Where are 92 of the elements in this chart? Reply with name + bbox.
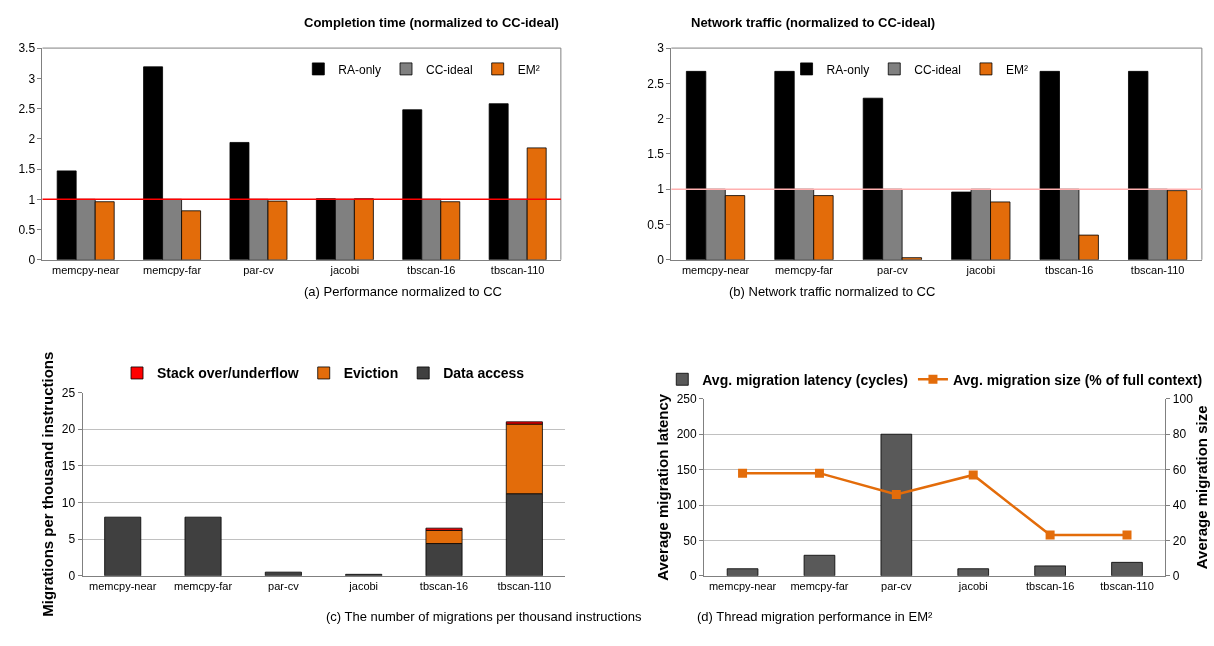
x-tick-label: memcpy-far xyxy=(143,264,202,276)
x-tick-label: memcpy-near xyxy=(89,580,157,592)
bar xyxy=(264,571,302,576)
x-tick-label: memcpy-near xyxy=(681,264,750,276)
bar xyxy=(726,568,759,576)
x-tick-label: par-cv xyxy=(268,580,300,592)
x-tick-label: memcpy-far xyxy=(790,580,849,592)
legend-label: Stack over/underflow xyxy=(157,365,299,382)
point xyxy=(1122,530,1132,540)
y-tick-label: 3 xyxy=(657,41,665,56)
bar xyxy=(1111,561,1143,576)
x-tick-label: par-cv xyxy=(243,264,275,276)
y-tick-label: 0.5 xyxy=(647,217,665,232)
legend-label: Data access xyxy=(443,365,525,382)
y-tick-label: 1.5 xyxy=(18,162,36,177)
y-tick-label: 150 xyxy=(676,462,698,477)
y-tick-label: 0.5 xyxy=(18,222,36,237)
point xyxy=(1045,530,1055,540)
legend-label: RA-only xyxy=(826,62,870,77)
y-tick-label: 2.5 xyxy=(18,101,36,116)
y-tick-label: 15 xyxy=(61,459,76,474)
y-tick-label: 2 xyxy=(28,132,36,147)
x-tick-label: par-cv xyxy=(881,580,913,592)
y-tick-label: 3.5 xyxy=(18,41,36,56)
bar xyxy=(184,516,222,576)
y-tick-label: 0 xyxy=(28,253,36,267)
bar xyxy=(104,516,142,576)
bar xyxy=(803,554,836,576)
bar xyxy=(1034,565,1066,576)
point xyxy=(891,489,901,499)
y2-tick-label: 60 xyxy=(1172,462,1187,477)
y2-tick-label: 80 xyxy=(1172,427,1187,442)
y2-tick-label: 20 xyxy=(1172,533,1187,548)
x-tick-label: tbscan-16 xyxy=(419,580,469,592)
legend-label: EM² xyxy=(1005,62,1028,77)
legend-label: Avg. migration latency (cycles) xyxy=(702,371,908,388)
text: (b) Network traffic normalized to CC xyxy=(729,284,936,299)
y-tick-label: 0 xyxy=(657,253,665,267)
y-tick-label: 5 xyxy=(68,532,76,547)
x-tick-label: tbscan-16 xyxy=(1045,264,1094,276)
legend-label: RA-only xyxy=(338,62,381,77)
x-tick-label: memcpy-near xyxy=(52,264,120,276)
y-tick-label: 1.5 xyxy=(647,147,665,162)
chart-title: Network traffic (normalized to CC-ideal) xyxy=(691,15,936,30)
legend-label: CC-ideal xyxy=(914,62,961,77)
y-tick-label: 1 xyxy=(657,182,665,197)
text: (d) Thread migration performance in EM² xyxy=(697,609,933,624)
y-tick-label: 0 xyxy=(690,569,698,583)
x-tick-label: jacobi xyxy=(329,264,360,276)
text: (a) Performance normalized to CC xyxy=(304,284,502,299)
x-tick-label: memcpy-far xyxy=(174,580,233,592)
y-tick-label: 20 xyxy=(61,422,76,437)
legend-label: CC-ideal xyxy=(426,62,473,77)
point xyxy=(738,468,748,478)
y-axis-title: Average migration latency xyxy=(653,393,671,581)
y-tick-label: 250 xyxy=(676,392,698,407)
text: (c) The number of migrations per thousand instructions xyxy=(326,609,643,624)
x-tick-label: jacobi xyxy=(965,264,996,276)
x-tick-label: jacobi xyxy=(348,580,379,592)
point xyxy=(814,468,824,478)
y2-tick-label: 0 xyxy=(1172,569,1180,583)
y-tick-label: 100 xyxy=(676,498,698,513)
legend-label: EM² xyxy=(517,62,540,77)
bar xyxy=(880,433,913,576)
x-tick-label: tbscan-110 xyxy=(1130,264,1185,276)
x-tick-label: jacobi xyxy=(957,580,988,592)
y-tick-label: 25 xyxy=(61,385,76,400)
y-tick-label: 1 xyxy=(28,192,36,207)
x-tick-label: par-cv xyxy=(877,264,909,276)
point xyxy=(968,470,978,480)
y2-tick-label: 40 xyxy=(1172,498,1187,513)
x-tick-label: tbscan-110 xyxy=(490,264,545,276)
x-tick-label: tbscan-16 xyxy=(1025,580,1075,592)
y-tick-label: 50 xyxy=(683,533,698,548)
bar xyxy=(957,568,989,576)
x-tick-label: tbscan-110 xyxy=(1100,580,1154,592)
y-tick-label: 0 xyxy=(68,569,76,583)
x-tick-label: memcpy-far xyxy=(774,264,834,276)
chart-title: Completion time (normalized to CC-ideal) xyxy=(304,15,559,30)
y-axis-title: Migrations per thousand instructions xyxy=(39,351,57,617)
y-tick-label: 2.5 xyxy=(647,76,665,91)
y-tick-label: 3 xyxy=(28,71,36,86)
y2-tick-label: 100 xyxy=(1172,392,1194,407)
y-tick-label: 200 xyxy=(676,427,698,442)
legend-label: Avg. migration size (% of full context) xyxy=(952,371,1203,388)
x-tick-label: memcpy-near xyxy=(708,580,777,592)
x-tick-label: tbscan-16 xyxy=(407,264,456,276)
y-tick-label: 10 xyxy=(61,495,76,510)
legend-label: Eviction xyxy=(343,365,399,382)
y2-axis-title: Average migration size xyxy=(1193,405,1211,570)
x-tick-label: tbscan-110 xyxy=(497,580,552,592)
y-tick-label: 2 xyxy=(657,111,665,126)
